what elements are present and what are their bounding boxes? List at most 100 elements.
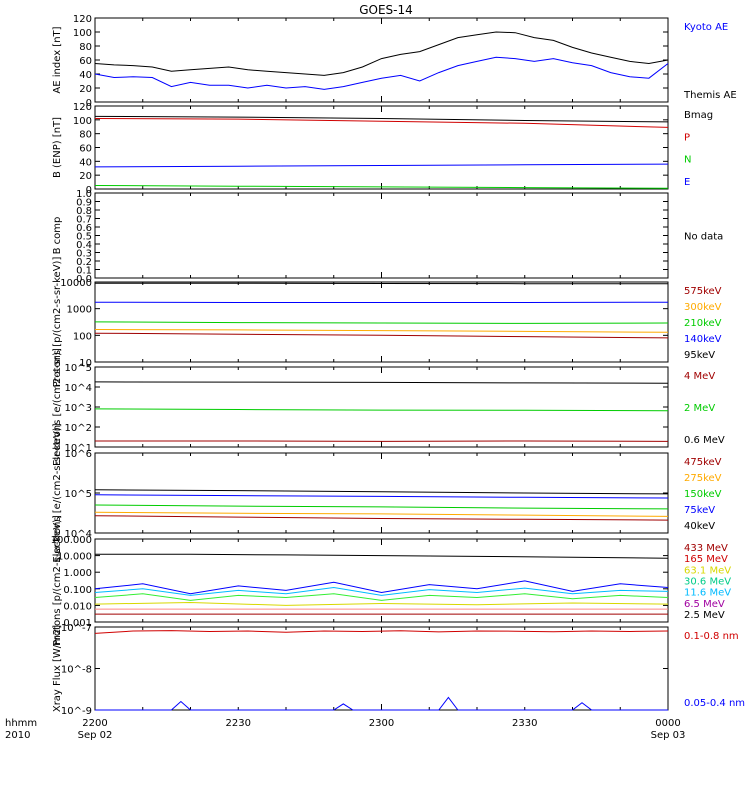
panel-frame	[94, 17, 669, 103]
y-tick-label: 0	[86, 185, 92, 196]
legend-item: 150keV	[684, 489, 722, 500]
series-line-4	[94, 593, 669, 601]
y-tick-label: 100	[73, 28, 92, 39]
series-line-1	[94, 115, 669, 123]
row-label-hhmm: hhmm	[5, 718, 37, 729]
date-label-start: Sep 02	[78, 730, 113, 741]
series-line-1	[94, 630, 669, 634]
y-tick-label: 10^-7	[61, 623, 92, 634]
y-axis-label: AE index [nT]	[52, 26, 63, 93]
legend-item: 2 MeV	[684, 403, 715, 414]
series-line-2	[94, 118, 669, 128]
y-tick-label: 0.5	[76, 232, 92, 243]
y-tick-label: 80	[79, 42, 92, 53]
legend-item: Themis AE	[683, 90, 737, 101]
series-line-1	[94, 381, 669, 384]
y-axis-label: Protons [p/(cm2-s-sr-keV)]	[52, 515, 63, 646]
series-line-2	[95, 696, 668, 711]
legend-item: 0.05-0.4 nm	[684, 698, 745, 709]
y-tick-label: 60	[79, 144, 92, 155]
y-tick-label: 10^5	[65, 489, 92, 500]
legend-item: 165 MeV	[684, 554, 728, 565]
series-line-4	[94, 329, 669, 333]
y-tick-label: 1000	[67, 305, 92, 316]
y-tick-label: 120	[73, 102, 92, 113]
series-line-2	[94, 408, 669, 412]
y-tick-label: 0.3	[76, 249, 92, 260]
time-tick-label: 2330	[512, 718, 537, 729]
y-tick-label: 1.000	[63, 568, 92, 579]
legend-item: P	[684, 132, 690, 143]
y-tick-label: 1.0	[76, 189, 92, 200]
y-tick-label: 60	[79, 56, 92, 67]
series-line-3	[94, 185, 669, 189]
y-tick-label: 100	[73, 116, 92, 127]
y-axis-label: B comp	[52, 217, 63, 255]
y-tick-label: 20	[79, 171, 92, 182]
y-axis-label: Xray Flux [W/m2]	[52, 625, 63, 712]
series-line-2	[94, 580, 669, 595]
y-tick-label: 100	[73, 331, 92, 342]
y-tick-label: 0.1	[76, 266, 92, 277]
y-axis-label: Protons [p/(cm2-s-sr-keV)]	[52, 257, 63, 388]
date-label-end: Sep 03	[651, 730, 686, 741]
legend-item: 63.1 MeV	[684, 565, 731, 576]
legend-item: 2.5 MeV	[684, 610, 725, 621]
legend-item: 575keV	[684, 286, 722, 297]
legend-item: 4 MeV	[684, 371, 715, 382]
legend-item: 30.6 MeV	[684, 577, 731, 588]
y-tick-label: 0.6	[76, 223, 92, 234]
series-line-3	[94, 321, 669, 324]
legend-item: E	[684, 177, 690, 188]
series-line-3	[94, 504, 669, 510]
y-tick-label: 40	[79, 70, 92, 81]
series-line-2	[94, 494, 669, 499]
series-line-4	[94, 163, 669, 168]
legend-item: No data	[684, 232, 723, 243]
series-line-1	[95, 553, 669, 559]
y-tick-label: 0.7	[76, 215, 92, 226]
y-tick-label: 0.0	[76, 274, 92, 285]
legend-item: 300keV	[684, 302, 722, 313]
y-tick-label: 10^4	[65, 529, 92, 540]
legend-item: N	[684, 155, 691, 166]
y-tick-label: 10.000	[57, 552, 92, 563]
series-line-4	[94, 511, 669, 517]
y-tick-label: 10^3	[65, 403, 92, 414]
series-line-1	[94, 489, 669, 495]
legend-item: 75keV	[684, 505, 715, 516]
row-label-year: 2010	[5, 730, 30, 741]
legend-item: Bmag	[684, 110, 713, 121]
y-tick-label: 0.100	[63, 585, 92, 596]
time-tick-label: 2200	[82, 718, 107, 729]
y-tick-label: 0	[86, 98, 92, 109]
legend-item: 275keV	[684, 473, 722, 484]
time-tick-label: 2230	[226, 718, 251, 729]
y-tick-label: 10^2	[65, 423, 92, 434]
y-tick-label: 0.001	[63, 618, 92, 629]
panel-2: 0 20 40 60 80 100 120 B (ENP) [nT] Bmag P NE	[52, 102, 713, 196]
panel-1: 0 20 40 60 80 100 120 AE index [nT] Kyoto AE Them…	[52, 14, 737, 109]
y-axis-label: B (ENP) [nT]	[52, 117, 63, 178]
y-tick-label: 120	[73, 14, 92, 25]
y-axis-label: Electrons [e/(cm2-s-sr)]	[52, 348, 63, 466]
y-tick-label: 10^-9	[61, 706, 92, 717]
y-axis-label: Electrons [e/(cm2-s-sr-keV)]	[52, 423, 63, 562]
y-tick-label: 10^1	[65, 443, 92, 454]
panel-frame	[94, 366, 669, 448]
series-line-5	[94, 332, 669, 339]
series-line-5	[94, 601, 669, 606]
legend-item: 0.6 MeV	[684, 435, 725, 446]
legend-item: 210keV	[684, 318, 722, 329]
series-line-2	[94, 31, 669, 76]
y-tick-label: 10^-8	[61, 665, 92, 676]
legend-item: 475keV	[684, 457, 722, 468]
y-tick-label: 10^4	[65, 383, 92, 394]
